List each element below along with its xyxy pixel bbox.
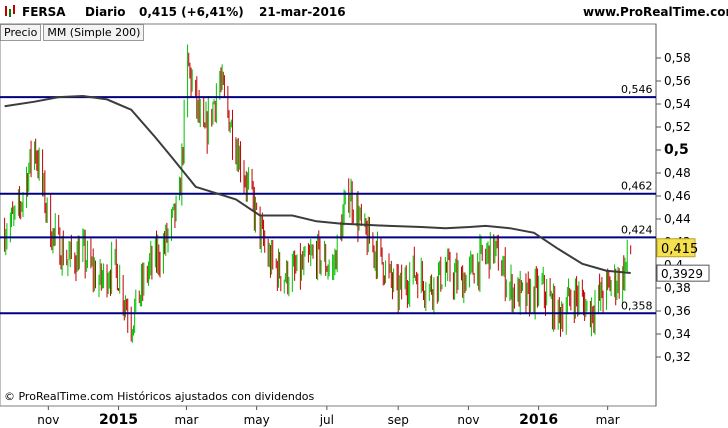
indicator-tabs: Precio MM (Simple 200): [0, 24, 146, 41]
period-label: Diario: [85, 5, 126, 19]
x-tick-label: nov: [457, 413, 479, 427]
time-axis: nov 2015 mar may jul sep nov 2016 mar: [37, 406, 620, 428]
x-tick-label: 2016: [519, 412, 558, 428]
x-tick-label: jul: [319, 413, 334, 427]
last-price-label: 0,415: [661, 242, 698, 257]
last-price-tag: [656, 238, 696, 258]
x-tick-label: nov: [37, 413, 59, 427]
site-label: www.ProRealTime.com: [583, 5, 728, 19]
y-tick-label: 0,38: [664, 281, 691, 295]
y-tick-label: 0,36: [664, 304, 691, 318]
level-label: 0,546: [621, 83, 653, 96]
level-label: 0,462: [621, 180, 653, 193]
x-tick-label: sep: [388, 413, 409, 427]
footer-note: © ProRealTime.com Históricos ajustados c…: [4, 390, 315, 403]
y-tick-label: 0,34: [664, 327, 691, 341]
price-tags: 0,415 0,3929: [656, 238, 710, 282]
price-axis: 0,580,560,540,520,50,480,460,440,420,40,…: [656, 51, 691, 364]
y-tick-label: 0,58: [664, 51, 691, 65]
level-label: 0,358: [621, 299, 653, 312]
y-tick-label: 0,54: [664, 97, 691, 111]
bar-chart-icon: [3, 4, 17, 18]
chart-header: FERSA Diario 0,415 (+6,41%) 21-mar-2016 …: [0, 0, 728, 24]
level-label: 0,424: [621, 223, 653, 236]
y-tick-label: 0,5: [664, 142, 689, 158]
level-lines: 0,546 0,462 0,424 0,358: [0, 83, 656, 315]
moving-average-line: [4, 94, 631, 275]
ma-value-label: 0,3929: [661, 267, 703, 281]
y-tick-label: 0,32: [664, 350, 691, 364]
y-tick-label: 0,44: [664, 212, 691, 226]
plot-frame: [0, 23, 657, 407]
x-tick-label: 2015: [99, 412, 138, 428]
ma-value-tag: [656, 264, 710, 282]
price-change-label: 0,415 (+6,41%): [139, 5, 244, 19]
ticker-label: FERSA: [22, 5, 66, 19]
y-tick-label: 0,56: [664, 74, 691, 88]
y-tick-label: 0,52: [664, 120, 691, 134]
price-bars: [4, 44, 632, 343]
date-label: 21-mar-2016: [259, 5, 346, 19]
tab-moving-average[interactable]: MM (Simple 200): [43, 24, 145, 41]
x-tick-label: mar: [174, 413, 198, 427]
x-tick-label: may: [244, 413, 270, 427]
y-tick-label: 0,46: [664, 189, 691, 203]
x-tick-label: mar: [596, 413, 620, 427]
y-tick-label: 0,48: [664, 166, 691, 180]
tab-price[interactable]: Precio: [0, 24, 42, 41]
